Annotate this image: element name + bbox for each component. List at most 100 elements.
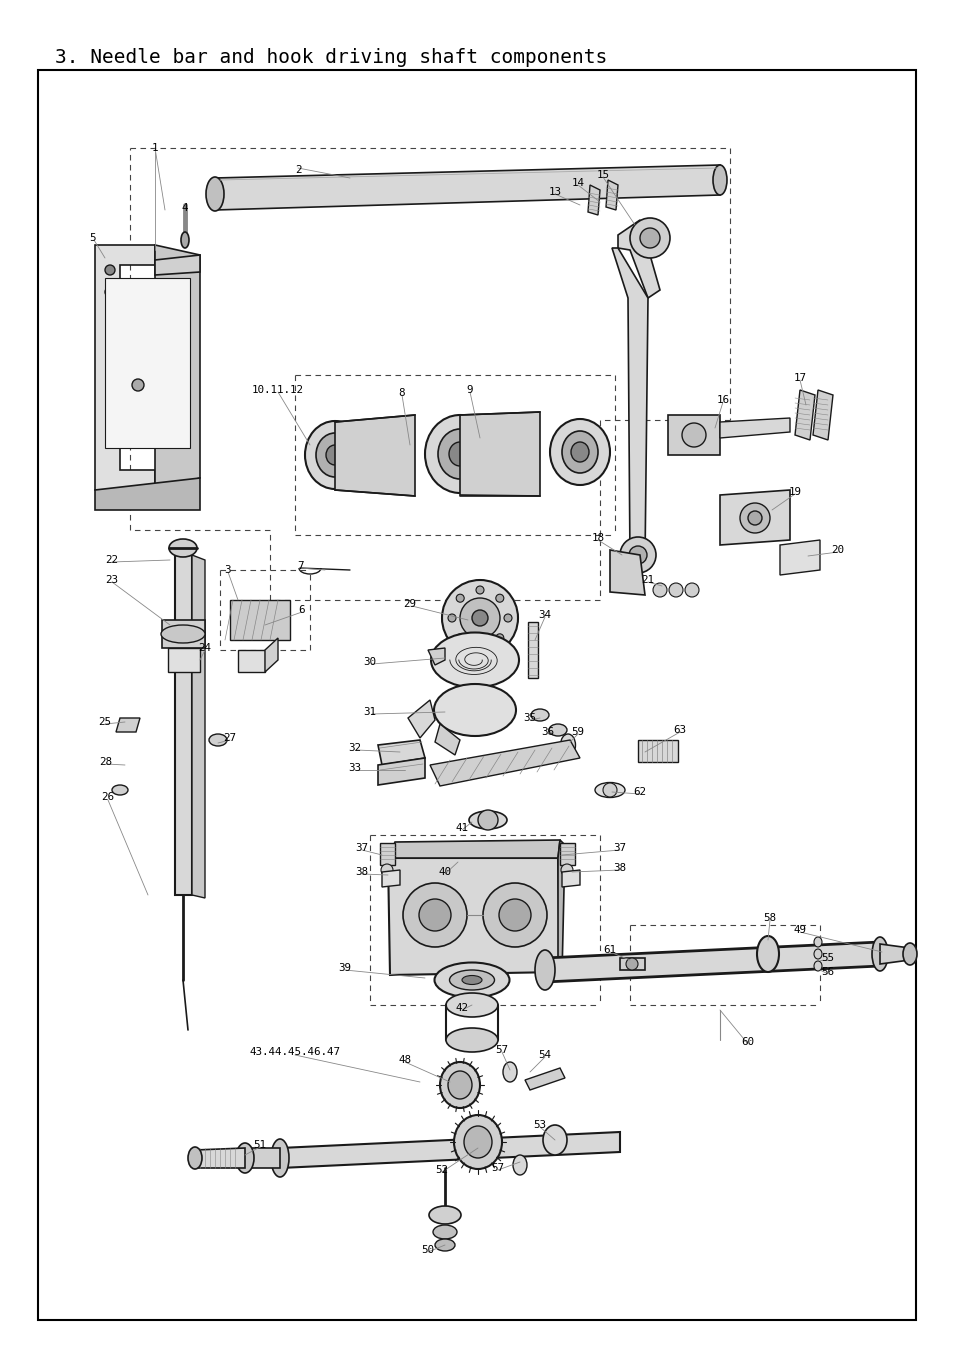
Ellipse shape (181, 232, 189, 248)
Text: 40: 40 (438, 867, 451, 878)
Text: 9: 9 (466, 385, 473, 396)
Circle shape (496, 594, 503, 602)
Ellipse shape (161, 625, 205, 643)
Ellipse shape (188, 1148, 202, 1169)
Polygon shape (618, 220, 659, 298)
Polygon shape (335, 414, 415, 495)
Ellipse shape (502, 1062, 517, 1081)
Text: 38: 38 (355, 867, 368, 878)
Ellipse shape (434, 684, 516, 736)
Text: 42: 42 (455, 1003, 468, 1012)
Text: 53: 53 (533, 1120, 546, 1130)
Polygon shape (245, 1148, 280, 1168)
Polygon shape (154, 244, 200, 490)
Text: 24: 24 (198, 643, 212, 653)
Text: 38: 38 (613, 863, 626, 873)
Text: 3. Needle bar and hook driving shaft components: 3. Needle bar and hook driving shaft com… (55, 49, 607, 68)
Ellipse shape (434, 963, 509, 998)
Polygon shape (524, 1068, 564, 1089)
Polygon shape (428, 648, 444, 666)
Ellipse shape (461, 976, 481, 984)
Text: 28: 28 (99, 757, 112, 767)
Circle shape (477, 810, 497, 830)
Text: 59: 59 (571, 728, 584, 737)
Text: 41: 41 (455, 824, 468, 833)
Ellipse shape (531, 709, 548, 721)
Circle shape (132, 379, 144, 391)
Circle shape (380, 864, 393, 876)
Polygon shape (459, 412, 539, 495)
Text: 37: 37 (613, 842, 626, 853)
Text: 22: 22 (106, 555, 118, 566)
Text: 26: 26 (101, 792, 114, 802)
Circle shape (496, 633, 503, 641)
Text: 1: 1 (152, 143, 158, 153)
Polygon shape (280, 1133, 619, 1168)
Polygon shape (812, 390, 832, 440)
Text: 57: 57 (491, 1162, 504, 1173)
Text: 8: 8 (398, 387, 405, 398)
Polygon shape (612, 248, 647, 560)
Polygon shape (192, 555, 205, 898)
Circle shape (456, 633, 464, 641)
Polygon shape (95, 244, 154, 490)
Polygon shape (265, 639, 277, 672)
Polygon shape (609, 549, 644, 595)
Polygon shape (435, 724, 459, 755)
Circle shape (652, 583, 666, 597)
Circle shape (105, 265, 115, 275)
Text: 13: 13 (548, 188, 561, 197)
Ellipse shape (813, 937, 821, 946)
Polygon shape (720, 490, 789, 545)
Ellipse shape (429, 1206, 460, 1224)
Text: 3: 3 (225, 566, 231, 575)
Ellipse shape (433, 1224, 456, 1239)
Text: 62: 62 (633, 787, 646, 796)
Polygon shape (230, 599, 290, 640)
Text: 34: 34 (537, 610, 551, 620)
Circle shape (402, 883, 467, 946)
Text: 4: 4 (182, 202, 188, 213)
Polygon shape (780, 540, 820, 575)
Ellipse shape (571, 441, 588, 462)
Text: 60: 60 (740, 1037, 754, 1048)
Text: 48: 48 (398, 1054, 411, 1065)
Polygon shape (388, 859, 559, 975)
Text: 5: 5 (89, 234, 95, 243)
Text: 31: 31 (363, 707, 376, 717)
Ellipse shape (469, 811, 506, 829)
Circle shape (684, 583, 699, 597)
Ellipse shape (902, 944, 916, 965)
Text: 43.44.45.46.47: 43.44.45.46.47 (250, 1048, 340, 1057)
Ellipse shape (315, 433, 354, 477)
Polygon shape (408, 701, 435, 738)
Text: 17: 17 (793, 373, 805, 383)
Text: 36: 36 (541, 728, 554, 737)
Text: 18: 18 (591, 533, 604, 543)
Polygon shape (379, 842, 395, 865)
Text: 25: 25 (98, 717, 112, 728)
Text: 6: 6 (298, 605, 305, 616)
Polygon shape (154, 255, 200, 275)
Circle shape (747, 512, 761, 525)
Circle shape (482, 883, 546, 946)
Polygon shape (559, 842, 575, 865)
Text: 56: 56 (821, 967, 834, 977)
Text: 21: 21 (640, 575, 654, 585)
Circle shape (639, 228, 659, 248)
Circle shape (456, 594, 464, 602)
Text: 23: 23 (106, 575, 118, 585)
Polygon shape (794, 390, 814, 440)
Polygon shape (720, 418, 789, 437)
Ellipse shape (757, 936, 779, 972)
Circle shape (441, 580, 517, 656)
Polygon shape (667, 414, 720, 455)
Circle shape (668, 583, 682, 597)
Text: 30: 30 (363, 657, 376, 667)
Ellipse shape (871, 937, 887, 971)
Ellipse shape (431, 633, 518, 687)
Ellipse shape (542, 1125, 566, 1156)
Text: 61: 61 (603, 945, 616, 954)
Ellipse shape (560, 734, 575, 756)
Ellipse shape (463, 1126, 492, 1158)
